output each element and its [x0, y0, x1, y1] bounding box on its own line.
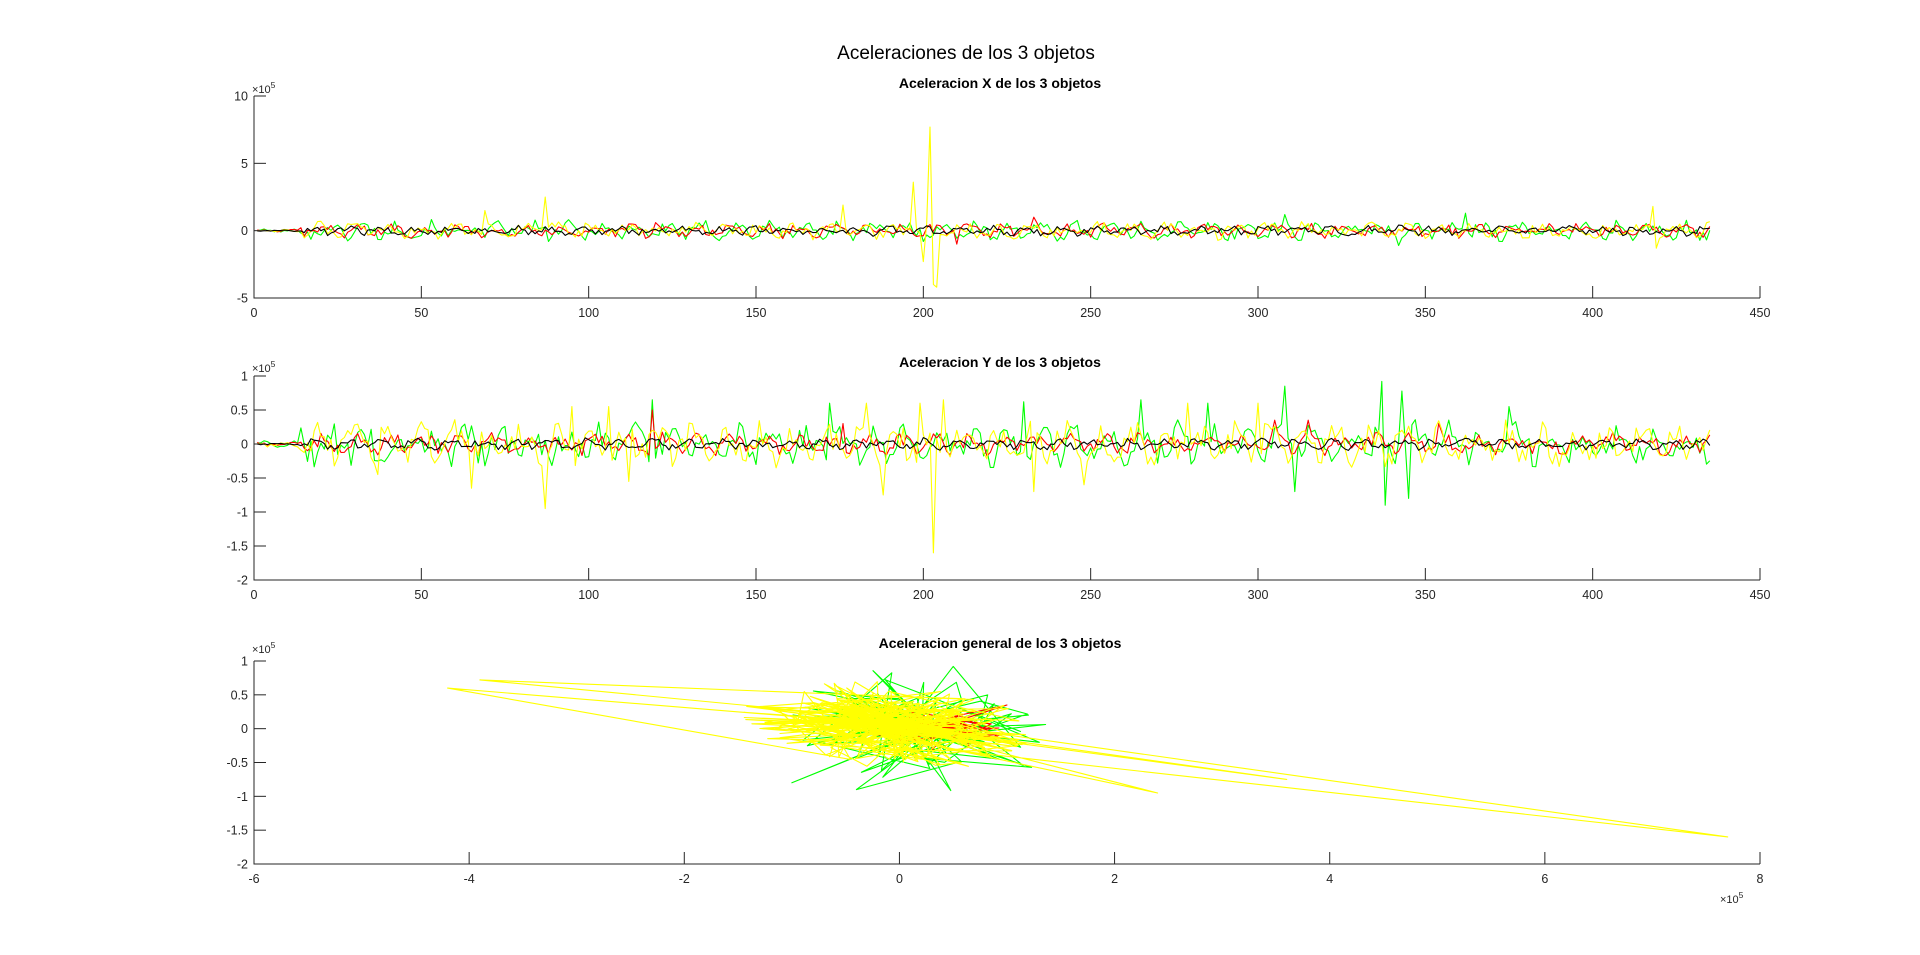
series-line: [257, 216, 1711, 245]
subplot-1-plot-area: [257, 126, 1711, 288]
axis-lines: [253, 376, 1760, 581]
y-tick-label: -2: [237, 858, 248, 872]
subplot-y-acceleration: Aceleracion Y de los 3 objetos ×105 0 50 1…: [226, 354, 1770, 602]
y-tick-label: -1.5: [226, 540, 248, 554]
x-tick-label: 250: [1080, 306, 1101, 320]
y-tick-label: -1: [237, 790, 248, 804]
subplot-3-y-multiplier: ×105: [252, 640, 276, 656]
y-tick-label: 1: [241, 370, 248, 384]
x-tick-label: -6: [248, 872, 259, 886]
y-tick-label: 0.5: [231, 688, 248, 702]
y-tick-label: 0.5: [231, 404, 248, 418]
x-tick-label: 4: [1326, 872, 1333, 886]
series-line: [257, 126, 1710, 288]
x-tick-label: 0: [251, 306, 258, 320]
y-tick-label: -1.5: [226, 824, 248, 838]
x-tick-label: 400: [1582, 588, 1603, 602]
subplot-1-y-multiplier: ×105: [252, 80, 276, 96]
x-tick-label: 50: [414, 588, 428, 602]
series-trajectory: [447, 679, 1729, 838]
x-tick-label: 350: [1415, 588, 1436, 602]
series-line: [257, 224, 1710, 237]
y-tick-label: 0: [241, 438, 248, 452]
x-tick-label: -2: [679, 872, 690, 886]
y-tick-label: -5: [237, 292, 248, 306]
subplot-3-title: Aceleracion general de los 3 objetos: [879, 635, 1122, 651]
svg-text:×105: ×105: [252, 359, 276, 375]
x-tick-label: 150: [746, 306, 767, 320]
x-tick-label: 200: [913, 306, 934, 320]
subplot-2-title: Aceleracion Y de los 3 objetos: [899, 354, 1101, 370]
x-tick-label: 0: [251, 588, 258, 602]
x-tick-label: 350: [1415, 306, 1436, 320]
x-tick-label: 450: [1750, 588, 1771, 602]
x-tick-label: 300: [1248, 588, 1269, 602]
series-line: [257, 399, 1711, 554]
x-tick-label: 200: [913, 588, 934, 602]
y-tick-label: 0: [241, 224, 248, 238]
x-tick-label: 250: [1080, 588, 1101, 602]
x-tick-label: 6: [1541, 872, 1548, 886]
axis-lines: [253, 96, 1760, 299]
x-tick-label: 450: [1750, 306, 1771, 320]
svg-text:×105: ×105: [252, 640, 276, 656]
y-tick-label: -0.5: [226, 472, 248, 486]
subplot-3-plot-area: [447, 665, 1729, 838]
y-tick-label: 0: [241, 722, 248, 736]
subplot-2-y-multiplier: ×105: [252, 359, 276, 375]
x-tick-label: 400: [1582, 306, 1603, 320]
subplot-1-title: Aceleracion X de los 3 objetos: [899, 75, 1102, 91]
svg-text:×105: ×105: [252, 80, 276, 96]
x-tick-label: 100: [578, 306, 599, 320]
subplot-2-plot-area: [257, 380, 1711, 554]
subplot-3-x-multiplier: ×105: [1720, 890, 1744, 906]
y-tick-label: 1: [241, 655, 248, 669]
x-tick-label: 2: [1111, 872, 1118, 886]
svg-text:×105: ×105: [1720, 890, 1744, 906]
x-tick-label: 100: [578, 588, 599, 602]
y-tick-label: 10: [234, 90, 248, 104]
x-tick-label: 50: [414, 306, 428, 320]
axis-lines: [253, 661, 1760, 865]
x-tick-label: 8: [1757, 872, 1764, 886]
x-tick-label: -4: [464, 872, 475, 886]
subplot-3-axes: -6 -4 -2 0 2 4 6 8 -2 -1.5 -1 -0.5 0 0.5 1: [226, 655, 1763, 887]
x-tick-label: 150: [746, 588, 767, 602]
figure-title: Aceleraciones de los 3 objetos: [837, 43, 1095, 64]
series-line: [257, 437, 1711, 451]
y-tick-label: 5: [241, 157, 248, 171]
subplot-general-acceleration: Aceleracion general de los 3 objetos ×10…: [226, 635, 1763, 906]
subplot-x-acceleration: Aceleracion X de los 3 objetos ×105 0 50 1…: [234, 75, 1770, 320]
y-tick-label: -1: [237, 506, 248, 520]
y-tick-label: -0.5: [226, 756, 248, 770]
subplot-2-axes: 0 50 100 150 200 250 300 350 400 450 -2 -1.5 -1 -0.5 0…: [226, 370, 1770, 603]
x-tick-label: 0: [896, 872, 903, 886]
y-tick-label: -2: [237, 574, 248, 588]
x-tick-label: 300: [1248, 306, 1269, 320]
series-line: [257, 380, 1711, 506]
